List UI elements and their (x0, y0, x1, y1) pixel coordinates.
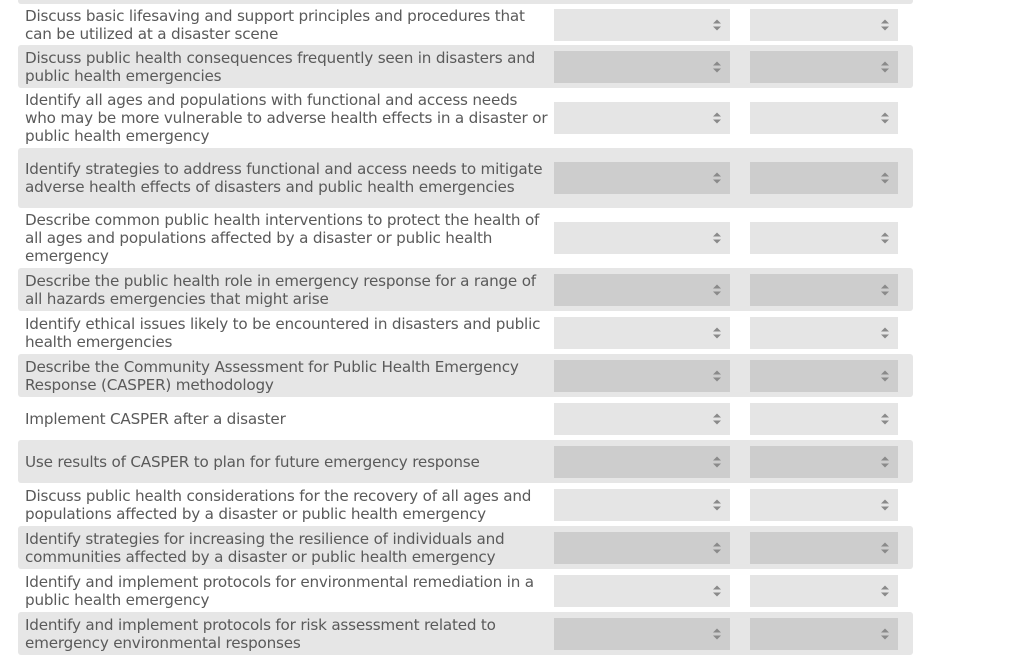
rating-select-1[interactable] (554, 162, 730, 194)
row-label: Describe the public health role in emerg… (25, 271, 536, 308)
row-label: Discuss basic lifesaving and support pri… (25, 7, 525, 43)
select-arrows-icon (881, 284, 889, 295)
rating-select-1[interactable] (554, 359, 730, 392)
select-arrows-icon (713, 61, 721, 72)
table-row: Implement CASPER after a disaster (18, 397, 913, 440)
select-arrows-icon (881, 456, 889, 467)
row-label: Identify all ages and populations with f… (25, 91, 548, 145)
rating-select-2[interactable] (750, 316, 898, 349)
table-row: Discuss public health consequences frequ… (18, 45, 913, 88)
row-label: Identify strategies to address functiona… (25, 160, 543, 196)
row-label: Discuss public health consequences frequ… (25, 48, 536, 85)
select-arrows-icon (713, 172, 721, 184)
rating-select-2[interactable] (750, 273, 898, 306)
rating-select-2[interactable] (750, 402, 898, 435)
select-arrows-icon (881, 327, 889, 338)
table-row: Discuss basic lifesaving and support pri… (18, 5, 913, 45)
select-arrows-icon (713, 413, 721, 424)
row-label: Identify and implement protocols for ris… (25, 615, 496, 652)
table-row: Identify strategies to address functiona… (18, 148, 913, 208)
row-label: Describe common public health interventi… (25, 211, 540, 265)
table-row: Identify and implement protocols for env… (18, 569, 913, 612)
select-arrows-icon (881, 499, 889, 510)
table-row: Describe the Community Assessment for Pu… (18, 354, 913, 397)
row-label: Describe the Community Assessment for Pu… (25, 357, 519, 394)
rating-select-2[interactable] (750, 359, 898, 392)
table-row: Identify all ages and populations with f… (18, 88, 913, 148)
rating-select-1[interactable] (554, 50, 730, 83)
select-arrows-icon (881, 585, 889, 596)
table-row: Describe common public health interventi… (18, 208, 913, 268)
row-label: Use results of CASPER to plan for future… (25, 452, 480, 471)
select-arrows-icon (713, 628, 721, 639)
select-arrows-icon (881, 232, 889, 244)
rating-select-1[interactable] (554, 9, 730, 41)
select-arrows-icon (713, 112, 721, 124)
rating-select-1[interactable] (554, 402, 730, 435)
rating-select-1[interactable] (554, 617, 730, 650)
select-arrows-icon (713, 456, 721, 467)
select-arrows-icon (881, 19, 889, 31)
row-label: Identify strategies for increasing the r… (25, 529, 505, 566)
select-arrows-icon (881, 628, 889, 639)
select-arrows-icon (713, 19, 721, 31)
row-label: Discuss public health considerations for… (25, 486, 532, 523)
rating-select-2[interactable] (750, 574, 898, 607)
rating-select-2[interactable] (750, 445, 898, 478)
row-label: Identify ethical issues likely to be enc… (25, 314, 541, 351)
rating-select-2[interactable] (750, 488, 898, 521)
row-label: Implement CASPER after a disaster (25, 409, 286, 428)
select-arrows-icon (713, 499, 721, 510)
table-row: Identify strategies for increasing the r… (18, 526, 913, 569)
rating-select-1[interactable] (554, 316, 730, 349)
table-row: Describe the public health role in emerg… (18, 268, 913, 311)
select-arrows-icon (713, 284, 721, 295)
rating-select-1[interactable] (554, 531, 730, 564)
select-arrows-icon (881, 61, 889, 72)
rating-select-1[interactable] (554, 488, 730, 521)
rating-select-1[interactable] (554, 574, 730, 607)
select-arrows-icon (713, 327, 721, 338)
table-row: Identify and implement protocols for ris… (18, 612, 913, 655)
rating-select-2[interactable] (750, 9, 898, 41)
select-arrows-icon (881, 413, 889, 424)
select-arrows-icon (713, 232, 721, 244)
select-arrows-icon (713, 542, 721, 553)
table-row: Identify ethical issues likely to be enc… (18, 311, 913, 354)
select-arrows-icon (881, 542, 889, 553)
table-row: Use results of CASPER to plan for future… (18, 440, 913, 483)
select-arrows-icon (713, 585, 721, 596)
rating-select-2[interactable] (750, 531, 898, 564)
table-row: Discuss public health considerations for… (18, 483, 913, 526)
rating-select-1[interactable] (554, 222, 730, 254)
rating-select-2[interactable] (750, 222, 898, 254)
select-arrows-icon (713, 370, 721, 381)
rating-select-2[interactable] (750, 102, 898, 134)
rating-select-1[interactable] (554, 273, 730, 306)
rating-select-1[interactable] (554, 102, 730, 134)
previous-row (18, 0, 913, 4)
rating-select-2[interactable] (750, 162, 898, 194)
rating-select-2[interactable] (750, 50, 898, 83)
select-arrows-icon (881, 370, 889, 381)
rating-select-2[interactable] (750, 617, 898, 650)
select-arrows-icon (881, 112, 889, 124)
select-arrows-icon (881, 172, 889, 184)
row-label: Identify and implement protocols for env… (25, 572, 534, 609)
rating-select-1[interactable] (554, 445, 730, 478)
